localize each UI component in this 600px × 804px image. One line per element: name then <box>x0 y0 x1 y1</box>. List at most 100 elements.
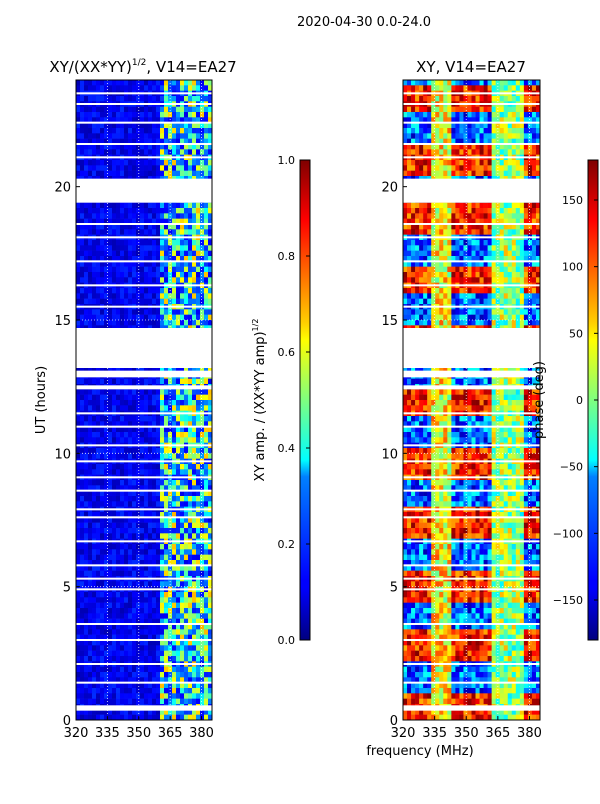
heatmap-cell <box>124 272 128 278</box>
heatmap-cell <box>172 160 176 166</box>
heatmap-cell <box>156 693 160 699</box>
heatmap-cell <box>116 107 120 113</box>
heatmap-cell <box>192 533 196 539</box>
heatmap-cell <box>80 480 84 486</box>
heatmap-cell <box>148 107 152 113</box>
heatmap-cell <box>108 549 112 555</box>
heatmap-cell <box>439 203 443 209</box>
heatmap-cell <box>188 229 192 235</box>
heatmap-cell <box>148 667 152 673</box>
heatmap-cell <box>116 416 120 422</box>
heatmap-cell <box>140 672 144 678</box>
heatmap-cell <box>188 688 192 694</box>
heatmap-cell <box>132 203 136 209</box>
heatmap-cell <box>204 80 208 86</box>
heatmap-cell <box>467 128 471 134</box>
heatmap-cell <box>439 85 443 91</box>
heatmap-cell <box>124 523 128 529</box>
heatmap-cell <box>96 320 100 326</box>
heatmap-cell <box>176 288 180 294</box>
heatmap-cell <box>124 571 128 577</box>
heatmap-cell <box>140 464 144 470</box>
heatmap-cell <box>451 85 455 91</box>
heatmap-cell <box>447 128 451 134</box>
heatmap-cell <box>419 149 423 155</box>
heatmap-cell <box>128 523 132 529</box>
heatmap-cell <box>180 272 184 278</box>
scan-gap <box>76 706 212 708</box>
heatmap-cell <box>463 128 467 134</box>
heatmap-cell <box>508 112 512 118</box>
heatmap-cell <box>427 96 431 102</box>
heatmap-cell <box>435 208 439 214</box>
heatmap-cell <box>100 149 104 155</box>
heatmap-cell <box>152 320 156 326</box>
heatmap-cell <box>140 229 144 235</box>
heatmap-cell <box>407 112 411 118</box>
heatmap-cell <box>112 165 116 171</box>
heatmap-cell <box>76 523 80 529</box>
heatmap-cell <box>443 171 447 177</box>
heatmap-cell <box>419 96 423 102</box>
heatmap-cell <box>459 160 463 166</box>
heatmap-cell <box>116 245 120 251</box>
heatmap-cell <box>116 571 120 577</box>
heatmap-cell <box>184 581 188 587</box>
heatmap-cell <box>423 133 427 139</box>
heatmap-cell <box>116 309 120 315</box>
heatmap-cell <box>188 544 192 550</box>
heatmap-cell <box>116 272 120 278</box>
heatmap-cell <box>160 496 164 502</box>
heatmap-cell <box>108 160 112 166</box>
heatmap-cell <box>160 245 164 251</box>
heatmap-cell <box>80 107 84 113</box>
heatmap-cell <box>136 293 140 299</box>
heatmap-cell <box>132 608 136 614</box>
heatmap-cell <box>76 651 80 657</box>
heatmap-cell <box>108 699 112 705</box>
heatmap-cell <box>172 571 176 577</box>
heatmap-cell <box>180 656 184 662</box>
heatmap-cell <box>164 245 168 251</box>
heatmap-cell <box>152 80 156 86</box>
heatmap-cell <box>176 432 180 438</box>
heatmap-cell <box>472 165 476 171</box>
heatmap-cell <box>80 277 84 283</box>
heatmap-cell <box>128 608 132 614</box>
heatmap-cell <box>180 251 184 257</box>
heatmap-cell <box>112 251 116 257</box>
heatmap-cell <box>500 96 504 102</box>
heatmap-cell <box>120 160 124 166</box>
heatmap-cell <box>184 267 188 273</box>
heatmap-cell <box>172 453 176 459</box>
heatmap-cell <box>160 400 164 406</box>
heatmap-cell <box>176 293 180 299</box>
heatmap-cell <box>204 240 208 246</box>
heatmap-cell <box>128 128 132 134</box>
heatmap-cell <box>84 523 88 529</box>
heatmap-cell <box>132 603 136 609</box>
heatmap-cell <box>439 80 443 86</box>
heatmap-cell <box>92 277 96 283</box>
heatmap-cell <box>184 645 188 651</box>
heatmap-cell <box>148 555 152 561</box>
heatmap-cell <box>128 395 132 401</box>
heatmap-cell <box>132 320 136 326</box>
heatmap-cell <box>172 549 176 555</box>
heatmap-cell <box>124 667 128 673</box>
heatmap-cell <box>84 277 88 283</box>
heatmap-cell <box>467 171 471 177</box>
heatmap-cell <box>528 112 532 118</box>
heatmap-cell <box>148 400 152 406</box>
heatmap-cell <box>148 277 152 283</box>
heatmap-cell <box>180 229 184 235</box>
heatmap-cell <box>116 80 120 86</box>
heatmap-cell <box>160 107 164 113</box>
heatmap-cell <box>516 107 520 113</box>
heatmap-cell <box>200 533 204 539</box>
heatmap-cell <box>480 203 484 209</box>
heatmap-cell <box>451 149 455 155</box>
heatmap-cell <box>80 469 84 475</box>
heatmap-cell <box>112 496 116 502</box>
heatmap-cell <box>92 251 96 257</box>
